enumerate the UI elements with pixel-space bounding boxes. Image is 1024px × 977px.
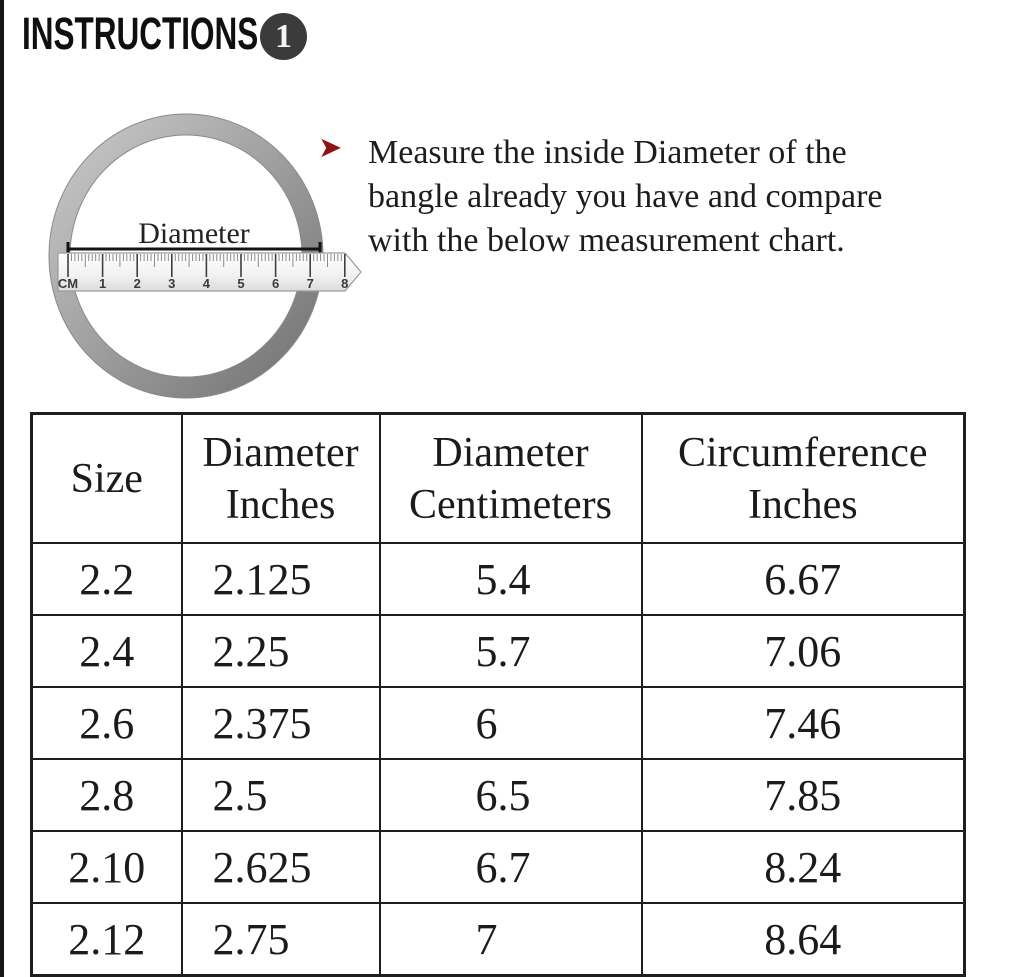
- table-cell: 5.7: [378, 614, 643, 688]
- table-row: 2.4 2.25 5.7 7.06: [30, 614, 966, 688]
- table-cell: 6: [378, 686, 643, 760]
- table-cell: 6.67: [640, 542, 966, 616]
- table-cell: 6.7: [378, 830, 643, 904]
- diameter-measure-line: [66, 242, 322, 256]
- ruler-label: 2: [134, 276, 141, 291]
- ruler-label: 5: [237, 276, 244, 291]
- header-diameter-inches: Diameter Inches: [180, 412, 381, 544]
- table-cell: 8.24: [640, 830, 966, 904]
- arrow-bullet-icon: ➤: [318, 130, 343, 164]
- table-cell: 2.25: [180, 614, 381, 688]
- instruction-block: ➤ Measure the inside Diameter of the ban…: [318, 131, 1008, 263]
- table-cell: 2.125: [180, 542, 381, 616]
- table-cell: 7: [378, 902, 643, 977]
- page-title: INSTRUCTIONS: [22, 8, 259, 59]
- table-row: 2.8 2.5 6.5 7.85: [30, 758, 966, 832]
- size-chart-table: Size Diameter Inches Diameter Centimeter…: [30, 412, 966, 977]
- instruction-line: bangle already you have and compare: [368, 178, 883, 215]
- ruler-label: 6: [272, 276, 279, 291]
- table-header-row: Size Diameter Inches Diameter Centimeter…: [30, 412, 966, 544]
- ruler-label: 3: [168, 276, 175, 291]
- table-cell: 2.12: [30, 902, 183, 977]
- table-cell: 7.85: [640, 758, 966, 832]
- table-cell: 7.06: [640, 614, 966, 688]
- left-edge-bar: [0, 0, 4, 977]
- ruler-label: 8: [341, 276, 348, 291]
- header-circumference-inches: Circumference Inches: [640, 412, 966, 544]
- ruler-label: 1: [99, 276, 106, 291]
- table-cell: 2.2: [30, 542, 183, 616]
- step-one-badge: 1: [260, 13, 307, 60]
- table-cell: 7.46: [640, 686, 966, 760]
- table-cell: 2.6: [30, 686, 183, 760]
- ruler-icon: CM 1 2 3 4 5 6 7 8: [57, 252, 362, 292]
- table-row: 2.12 2.75 7 8.64: [30, 902, 966, 977]
- bangle-diagram: Diameter CM 1 2 3 4 5 6 7 8: [48, 113, 362, 399]
- table-row: 2.6 2.375 6 7.46: [30, 686, 966, 760]
- instruction-line: with the below measurement chart.: [368, 222, 845, 259]
- table-cell: 5.4: [378, 542, 643, 616]
- instruction-lines: Measure the inside Diameter of the bangl…: [368, 131, 1008, 263]
- ruler-label: 7: [307, 276, 314, 291]
- table-cell: 2.75: [180, 902, 381, 977]
- table-cell: 2.8: [30, 758, 183, 832]
- ruler-label: 4: [203, 276, 211, 291]
- header-diameter-centimeters: Diameter Centimeters: [378, 412, 643, 544]
- table-cell: 2.10: [30, 830, 183, 904]
- table-row: 2.10 2.625 6.7 8.24: [30, 830, 966, 904]
- table-cell: 2.4: [30, 614, 183, 688]
- table-cell: 6.5: [378, 758, 643, 832]
- table-row: 2.2 2.125 5.4 6.67: [30, 542, 966, 616]
- table-cell: 8.64: [640, 902, 966, 977]
- header-size: Size: [30, 412, 183, 544]
- diameter-label: Diameter: [138, 217, 250, 250]
- table-cell: 2.375: [180, 686, 381, 760]
- table-cell: 2.625: [180, 830, 381, 904]
- table-cell: 2.5: [180, 758, 381, 832]
- instruction-line: Measure the inside Diameter of the: [368, 134, 847, 171]
- ruler-label: CM: [58, 276, 78, 291]
- step-one-badge-number: 1: [275, 17, 292, 55]
